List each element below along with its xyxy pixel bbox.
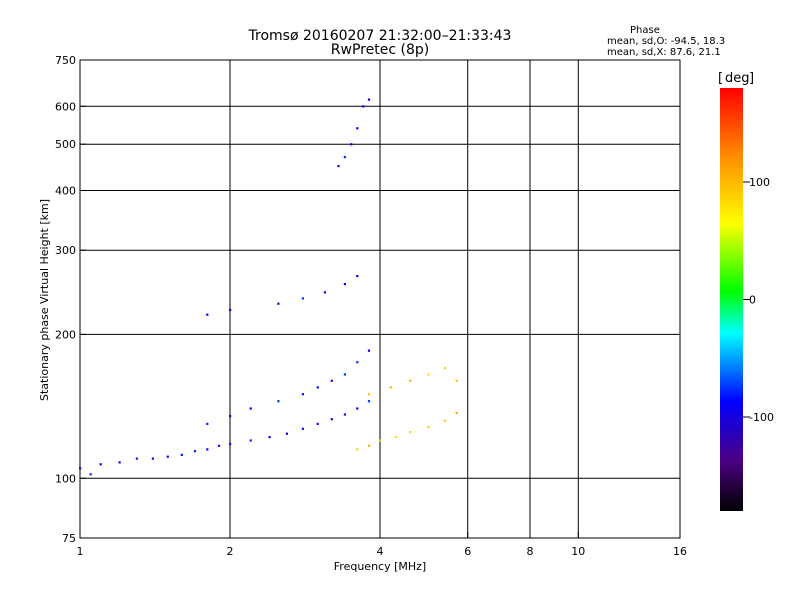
data-point [389, 386, 392, 389]
series-x-mode-upper-scatter [367, 367, 458, 396]
x-tick-label: 16 [673, 545, 687, 558]
x-tick-label: 8 [527, 545, 534, 558]
data-point [350, 143, 353, 146]
data-point [367, 349, 371, 352]
data-point [409, 431, 412, 434]
x-axis-label: Frequency [MHz] [334, 560, 426, 573]
data-point [301, 427, 304, 430]
gridlines [80, 60, 680, 538]
data-point [356, 275, 359, 278]
data-point [206, 422, 209, 425]
y-tick-label: 750 [55, 54, 76, 67]
data-point [99, 463, 102, 466]
series-o-mode-upper-scatter [206, 349, 371, 425]
y-tick-label: 300 [55, 244, 76, 257]
data-point [79, 467, 82, 470]
data-point [180, 453, 183, 456]
data-point [166, 455, 169, 458]
data-point [409, 379, 412, 382]
data-point [455, 411, 458, 415]
data-point [277, 302, 280, 305]
data-point [356, 361, 359, 364]
data-point [217, 444, 221, 447]
x-tick-label: 1 [77, 545, 84, 558]
series-o-mode-e-f1-trace [79, 400, 371, 476]
y-tick-label: 75 [62, 532, 76, 545]
x-tick-label: 2 [227, 545, 234, 558]
x-tick-label: 4 [377, 545, 384, 558]
data-point [229, 308, 232, 312]
data-point [316, 422, 319, 425]
data-point [249, 439, 252, 442]
data-point [427, 373, 430, 376]
data-point [323, 291, 326, 294]
data-point [367, 98, 371, 101]
data-point [367, 444, 371, 447]
data-point [249, 407, 252, 410]
data-point [356, 407, 359, 410]
data-point [301, 393, 304, 396]
data-point [135, 457, 138, 460]
phase-stats-x: mean, sd,X: 87.6, 21.1 [607, 47, 721, 58]
data-point [379, 439, 382, 442]
y-tick-label: 200 [55, 328, 76, 341]
data-point [367, 393, 371, 396]
series-f2-upper-cluster [337, 98, 371, 168]
data-point [356, 127, 359, 130]
phase-heading: Phase [630, 25, 660, 36]
data-point [343, 373, 346, 376]
data-point [285, 432, 288, 435]
colorbar-tick-label: 0 [749, 294, 756, 307]
data-point [427, 426, 430, 429]
data-point [151, 457, 154, 460]
colorbar-tick-label: -100 [749, 411, 774, 424]
data-point [343, 156, 346, 159]
data-point [301, 297, 304, 300]
data-points [79, 98, 458, 476]
data-point [443, 419, 447, 422]
data-point [362, 105, 365, 108]
data-point [206, 448, 209, 451]
data-point [229, 415, 232, 418]
data-point [229, 442, 232, 446]
data-point [337, 165, 340, 168]
data-point [206, 313, 209, 316]
y-tick-label: 600 [55, 100, 76, 113]
series-f2-mid-trace [206, 275, 359, 316]
data-point [343, 283, 346, 286]
chart-title: Tromsø 20160207 21:32:00–21:33:43 [248, 28, 512, 44]
y-tick-label: 500 [55, 138, 76, 151]
colorbar-label: deg [725, 71, 750, 86]
x-tick-label: 10 [571, 545, 585, 558]
data-point [356, 448, 359, 451]
data-point [443, 367, 447, 370]
series-x-mode-lower-trace [356, 411, 458, 451]
y-axis-label: Stationary phase Virtual Height [km] [38, 199, 51, 401]
data-point [193, 450, 196, 453]
x-tick-label: 6 [464, 545, 471, 558]
x-axis: 1 2 4 6 8 10 16 [77, 532, 687, 558]
colorbar-tick-label: 100 [749, 176, 770, 189]
data-point [367, 400, 371, 403]
chart-subtitle: RwPretec (8p) [331, 42, 429, 58]
colorbar: [ deg ] 100 0 -100 [718, 71, 774, 511]
data-point [89, 473, 92, 476]
data-point [455, 379, 458, 382]
data-point [330, 418, 333, 421]
y-tick-label: 100 [55, 472, 76, 485]
colorbar-bracket-right: ] [749, 71, 754, 86]
phase-stats-o: mean, sd,O: -94.5, 18.3 [607, 36, 725, 47]
data-point [118, 461, 121, 464]
data-point [394, 436, 397, 439]
data-point [330, 379, 333, 382]
colorbar-bracket-left: [ [718, 71, 723, 86]
y-axis: 75 100 200 300 400 500 600 750 [55, 54, 86, 545]
data-point [268, 436, 271, 439]
data-point [343, 413, 346, 416]
data-point [316, 386, 319, 389]
colorbar-gradient [720, 88, 743, 511]
y-tick-label: 400 [55, 184, 76, 197]
data-point [277, 400, 280, 403]
